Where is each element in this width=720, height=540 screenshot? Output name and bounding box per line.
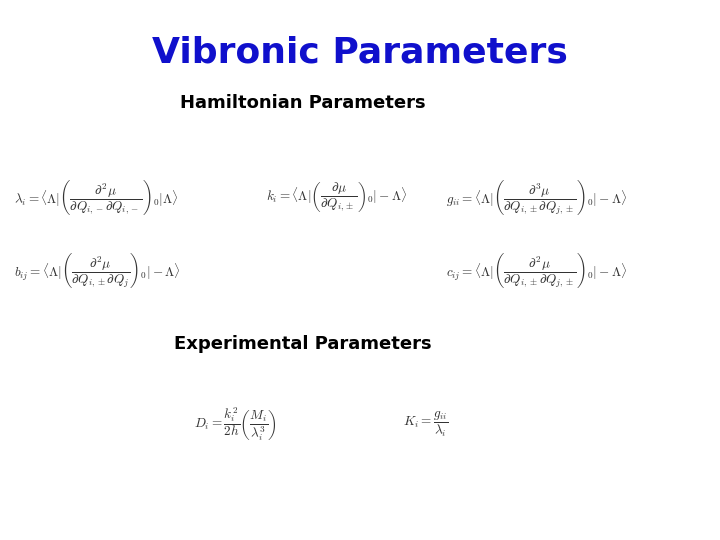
Text: $\lambda_i = \langle\Lambda|\left(\dfrac{\partial^2\mu}{\partial Q_{i,-}\partial: $\lambda_i = \langle\Lambda|\left(\dfrac… xyxy=(14,178,179,217)
Text: Hamiltonian Parameters: Hamiltonian Parameters xyxy=(179,94,426,112)
Text: $D_i = \dfrac{k_i^2}{2h}\left(\dfrac{M_i}{\lambda_i^3}\right)$: $D_i = \dfrac{k_i^2}{2h}\left(\dfrac{M_i… xyxy=(194,405,277,443)
Text: Experimental Parameters: Experimental Parameters xyxy=(174,335,431,353)
Text: $K_i = \dfrac{g_{ii}}{\lambda_i}$: $K_i = \dfrac{g_{ii}}{\lambda_i}$ xyxy=(403,409,449,438)
Text: $b_{ij} = \langle\Lambda|\left(\dfrac{\partial^2\mu}{\partial Q_{i,\pm}\partial : $b_{ij} = \langle\Lambda|\left(\dfrac{\p… xyxy=(14,251,181,289)
Text: $c_{ij} = \langle\Lambda|\left(\dfrac{\partial^2\mu}{\partial Q_{i,\pm}\partial : $c_{ij} = \langle\Lambda|\left(\dfrac{\p… xyxy=(446,251,628,289)
Text: $g_{ii} = \langle\Lambda|\left(\dfrac{\partial^3\mu}{\partial Q_{i,\pm}\partial : $g_{ii} = \langle\Lambda|\left(\dfrac{\p… xyxy=(446,178,628,217)
Text: $k_i = \langle\Lambda|\left(\dfrac{\partial\mu}{\partial Q_{i,\pm}}\right)_0|-\L: $k_i = \langle\Lambda|\left(\dfrac{\part… xyxy=(266,180,408,214)
Text: Vibronic Parameters: Vibronic Parameters xyxy=(152,35,568,69)
